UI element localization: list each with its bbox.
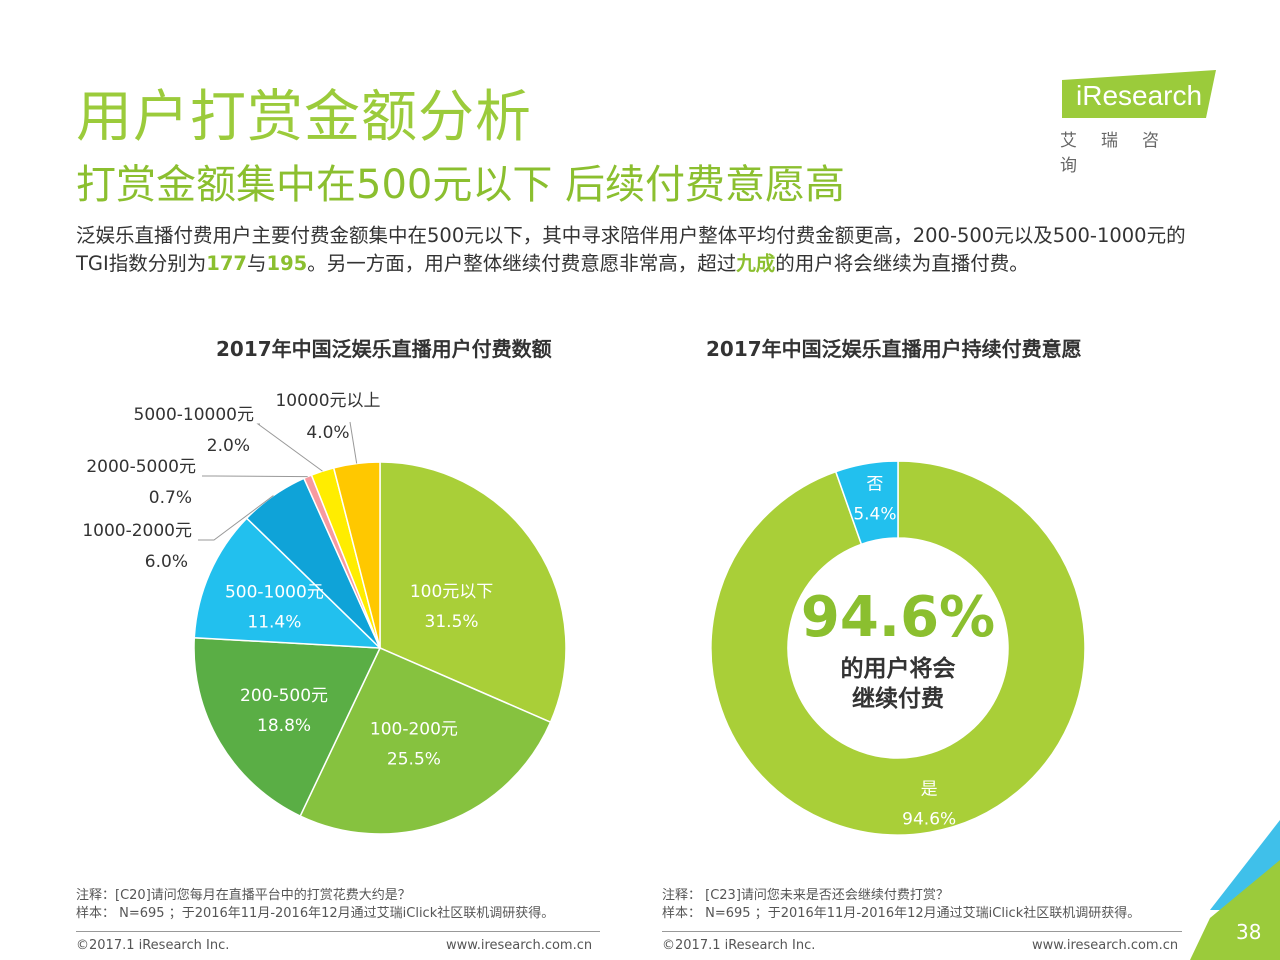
donut-slice: [834, 460, 899, 546]
pie-label: 200-500元: [240, 686, 328, 706]
note-left-sample: 样本： N=695 ；于2016年11月-2016年12月通过艾瑞iClick社…: [76, 906, 555, 921]
leader-line: [202, 475, 308, 478]
footer-website-left: www.iresearch.com.cn: [446, 938, 593, 953]
page-subtitle: 打赏金额集中在500元以下 后续付费意愿高: [76, 162, 846, 208]
page-number: 38: [1236, 920, 1262, 944]
donut-value: 5.4%: [853, 505, 896, 525]
summary-highlight-tgi-1: 177: [206, 252, 247, 275]
summary-text: 泛娱乐直播付费用户主要付费金额集中在500元以下，其中寻求陪伴用户整体平均付费金…: [76, 222, 1206, 278]
pie-value: 4.0%: [306, 423, 349, 443]
donut-center-text: 继续付费: [852, 685, 944, 712]
summary-highlight-tgi-2: 195: [266, 252, 308, 275]
pie-value: 31.5%: [425, 612, 479, 632]
donut-center-text: 的用户将会: [841, 655, 956, 682]
footer-website-right: www.iresearch.com.cn: [1032, 938, 1179, 953]
footer-copyright-left: ©2017.1 iResearch Inc.: [76, 938, 230, 953]
corner-decoration: [1190, 820, 1280, 960]
pie-label: 5000-10000元: [134, 405, 254, 425]
pie-value: 18.8%: [257, 716, 311, 736]
donut-center-value: 94.6%: [801, 585, 995, 650]
pie-label: 100元以下: [410, 582, 493, 602]
note-left-question: 注释：[C20]请问您每月在直播平台中的打赏花费大约是？: [76, 888, 411, 903]
iresearch-logo: [1062, 70, 1216, 118]
logo-brand: iResearch: [1076, 80, 1203, 111]
summary-part: 与: [247, 252, 267, 275]
donut-label: 是: [921, 779, 938, 799]
pie-value: 11.4%: [247, 613, 301, 633]
chart-title-amount: 2017年中国泛娱乐直播用户付费数额: [216, 337, 552, 361]
pie-label: 100-200元: [370, 720, 458, 740]
note-right-sample: 样本： N=695 ；于2016年11月-2016年12月通过艾瑞iClick社…: [662, 906, 1141, 921]
chart-title-willingness: 2017年中国泛娱乐直播用户持续付费意愿: [706, 337, 1082, 361]
note-right: 注释： [C23]请问您未来是否还会继续付费打赏？ 样本： N=695 ；于20…: [662, 887, 1140, 923]
pie-label: 1000-2000元: [82, 521, 192, 541]
footer-divider-left: [76, 931, 600, 932]
logo-cn: 艾瑞咨询: [1060, 131, 1183, 176]
donut-slice: [710, 460, 1086, 836]
leader-line: [349, 421, 358, 464]
pie-slice: [332, 461, 381, 649]
pie-value: 2.0%: [207, 436, 250, 456]
note-right-question: 注释： [C23]请问您未来是否还会继续付费打赏？: [662, 888, 949, 903]
leader-line: [256, 423, 323, 472]
pie-value: 0.7%: [149, 488, 192, 508]
pie-value: 6.0%: [145, 552, 188, 572]
summary-highlight-ninety: 九成: [736, 252, 776, 275]
pie-label: 500-1000元: [225, 583, 324, 603]
leader-line: [198, 495, 274, 541]
pie-label: 10000元以上: [275, 391, 380, 411]
donut-label: 否: [866, 475, 883, 495]
pie-slice: [193, 517, 382, 649]
footer-divider-right: [662, 931, 1182, 932]
pie-slice: [379, 461, 567, 724]
pie-label: 2000-5000元: [86, 457, 196, 477]
summary-part: 的用户将会继续为直播付费。: [775, 252, 1029, 275]
summary-part: 泛娱乐直播付费用户主要付费金额集中在500元以下，其中寻求陪伴用户整体平均付费金…: [76, 224, 1186, 275]
pie-slice: [193, 636, 382, 818]
note-left: 注释：[C20]请问您每月在直播平台中的打赏花费大约是？ 样本： N=695 ；…: [76, 887, 554, 923]
summary-part: 。另一方面，用户整体继续付费意愿非常高，超过: [307, 252, 737, 275]
footer-copyright-right: ©2017.1 iResearch Inc.: [662, 938, 816, 953]
pie-value: 25.5%: [387, 750, 441, 770]
donut-value: 94.6%: [902, 809, 956, 829]
page-title: 用户打赏金额分析: [76, 85, 532, 150]
pie-slice: [299, 647, 552, 835]
